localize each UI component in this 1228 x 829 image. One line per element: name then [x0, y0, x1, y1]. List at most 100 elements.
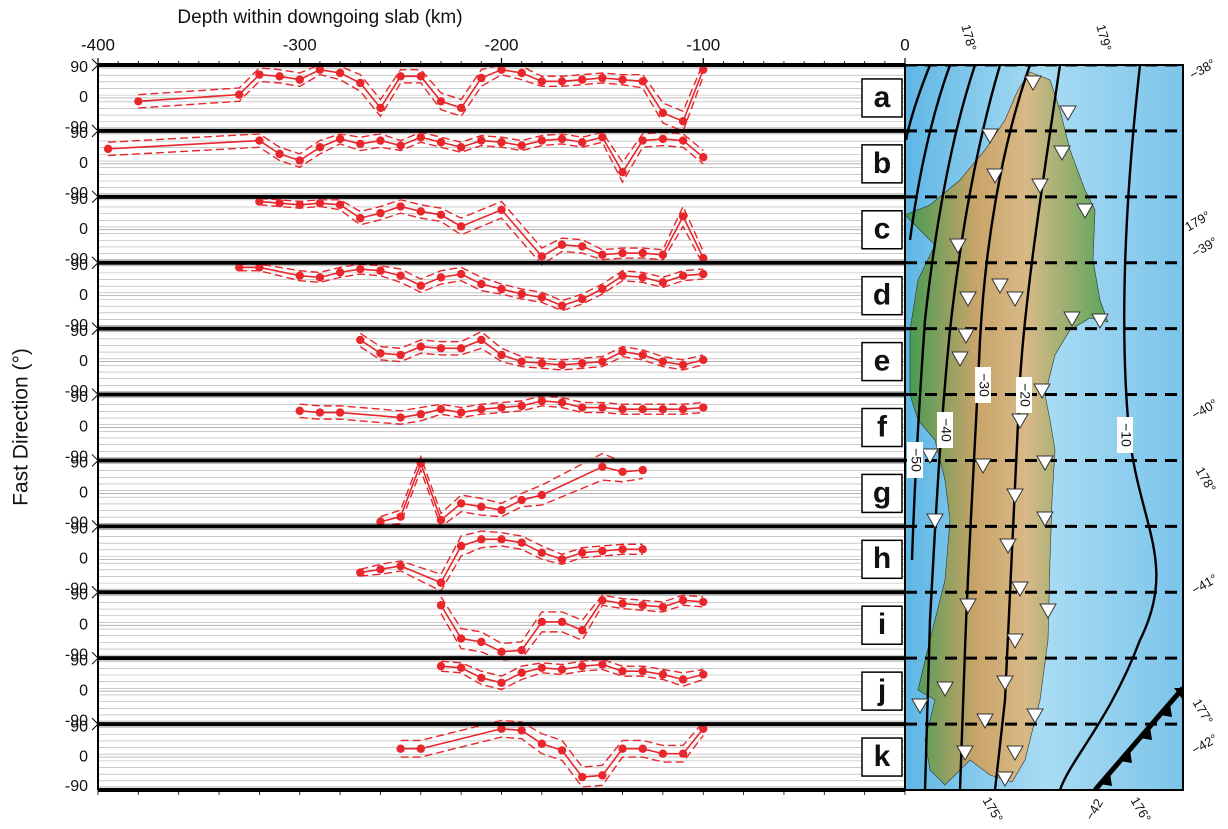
point [396, 202, 404, 210]
point [497, 351, 505, 359]
y-tick-label: 90 [70, 257, 88, 274]
point [255, 136, 263, 144]
y-tick-label: 90 [70, 125, 88, 142]
point [578, 403, 586, 411]
error-bound [441, 605, 703, 660]
map-grid-label: 179° [1093, 23, 1114, 53]
point [639, 601, 647, 609]
point [578, 242, 586, 250]
point [497, 403, 505, 411]
y-tick-label: 90 [70, 455, 88, 472]
point [598, 251, 606, 259]
y-tick-label: 0 [79, 485, 88, 502]
point [578, 548, 586, 556]
y-tick-label: 0 [79, 551, 88, 568]
y-tick-label: 0 [79, 682, 88, 699]
point [679, 405, 687, 413]
point [659, 135, 667, 143]
point [517, 669, 525, 677]
panel-label: g [873, 476, 891, 509]
point [659, 357, 667, 365]
y-tick-label: 90 [70, 389, 88, 406]
point [517, 69, 525, 77]
point [538, 359, 546, 367]
point [396, 513, 404, 521]
error-bound [138, 63, 703, 111]
point [679, 361, 687, 369]
point [356, 214, 364, 222]
point [538, 548, 546, 556]
panel-label: c [874, 213, 891, 246]
point [437, 601, 445, 609]
error-bound [239, 264, 703, 301]
point [659, 251, 667, 259]
point [457, 542, 465, 550]
point [396, 745, 404, 753]
y-tick-label: 0 [79, 616, 88, 633]
point [437, 97, 445, 105]
point [699, 403, 707, 411]
point [598, 463, 606, 471]
map-grid-label: 177° [1190, 696, 1216, 727]
point [457, 344, 465, 352]
point [497, 535, 505, 543]
point [356, 265, 364, 273]
y-tick-label: 0 [79, 353, 88, 370]
point [618, 599, 626, 607]
y-tick-label: 0 [79, 287, 88, 304]
point [699, 153, 707, 161]
point [104, 145, 112, 153]
point [598, 403, 606, 411]
point [558, 77, 566, 85]
point [538, 252, 546, 260]
point [356, 140, 364, 148]
point [437, 405, 445, 413]
point [659, 670, 667, 678]
point [437, 273, 445, 281]
map-grid-label: −39° [1189, 234, 1220, 261]
point [679, 272, 687, 280]
point [538, 664, 546, 672]
point [457, 104, 465, 112]
point [396, 413, 404, 421]
point [356, 79, 364, 87]
point [578, 662, 586, 670]
point [578, 295, 586, 303]
point [558, 746, 566, 754]
point [578, 359, 586, 367]
point [679, 750, 687, 758]
point [618, 168, 626, 176]
panel-label: h [873, 542, 891, 575]
plot: -400-300-200-1000900-90a900-90b900-90c90… [65, 35, 910, 795]
panel-label: k [874, 740, 891, 773]
point [255, 70, 263, 78]
point [437, 138, 445, 146]
point [275, 72, 283, 80]
point [578, 773, 586, 781]
point [376, 104, 384, 112]
point [618, 667, 626, 675]
point [699, 598, 707, 606]
point [477, 336, 485, 344]
point [639, 249, 647, 257]
point [558, 618, 566, 626]
x-tick-label: -200 [484, 35, 518, 54]
point [275, 150, 283, 158]
point [457, 634, 465, 642]
point [437, 516, 445, 524]
point [517, 538, 525, 546]
point [659, 278, 667, 286]
point [497, 138, 505, 146]
panel-label: f [877, 410, 888, 443]
point [235, 90, 243, 98]
point [639, 466, 647, 474]
point [336, 268, 344, 276]
point [396, 562, 404, 570]
point [396, 351, 404, 359]
point [659, 405, 667, 413]
point [396, 72, 404, 80]
point [477, 503, 485, 511]
point [598, 596, 606, 604]
point [618, 75, 626, 83]
point [598, 771, 606, 779]
